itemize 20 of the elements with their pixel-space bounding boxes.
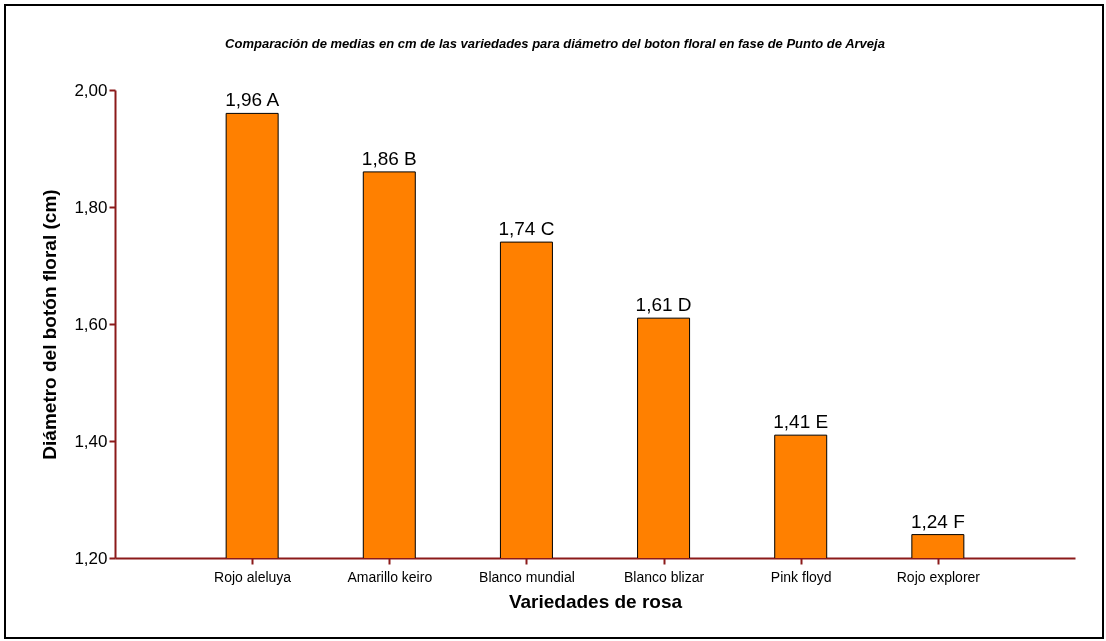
x-tick-label: Blanco blizar bbox=[623, 568, 705, 585]
data-label: 1,86 B bbox=[361, 147, 417, 169]
data-label: 1,61 D bbox=[635, 294, 692, 316]
chart-title: Comparación de medias en cm de las variedades para diámetro del boton floral en fase de Punto de Arveja bbox=[225, 36, 885, 51]
x-tick-label: Blanco mundial bbox=[479, 568, 575, 585]
data-label: 1,41 E bbox=[773, 411, 829, 433]
y-tick-label: 1,40 bbox=[74, 431, 108, 451]
x-tick-label: Rojo aleluya bbox=[214, 568, 292, 585]
x-axis-title: Variedades de rosa bbox=[508, 590, 683, 612]
data-label: 1,96 A bbox=[225, 89, 280, 111]
y-axis-title: Diámetro del botón floral (cm) bbox=[39, 189, 61, 460]
x-tick-label: Rojo explorer bbox=[896, 568, 981, 585]
data-label: 1,74 C bbox=[498, 218, 555, 240]
y-tick-label: 1,80 bbox=[74, 197, 108, 217]
data-label: 1,24 F bbox=[910, 510, 965, 532]
x-tick-label: Pink floyd bbox=[770, 568, 832, 585]
y-tick-label: 2,00 bbox=[74, 80, 108, 100]
y-tick-label: 1,20 bbox=[74, 548, 108, 568]
x-tick-label: Amarillo keiro bbox=[347, 568, 433, 585]
y-tick-label: 1,60 bbox=[74, 314, 108, 334]
